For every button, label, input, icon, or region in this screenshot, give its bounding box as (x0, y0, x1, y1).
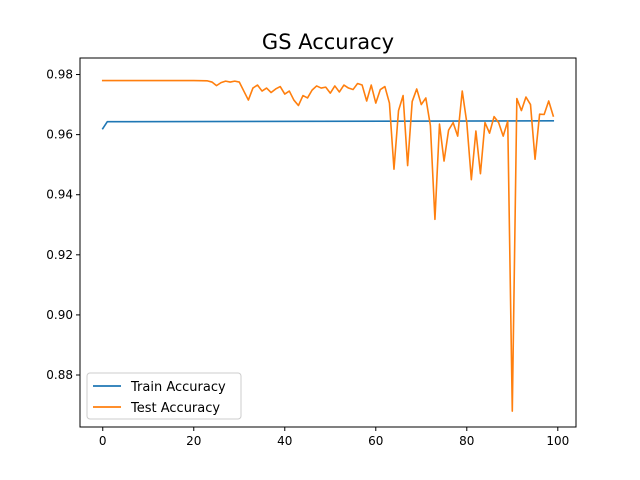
axes-frame (79, 57, 577, 428)
series-line-test-accuracy (101, 79, 555, 412)
x-tick-label: 80 (459, 434, 474, 448)
y-tick-label: 0.94 (46, 188, 73, 202)
legend-box (86, 372, 242, 420)
y-tick-label: 0.90 (46, 308, 73, 322)
legend: Train Accuracy Test Accuracy (86, 372, 242, 420)
legend-label-train-accuracy: Train Accuracy (130, 380, 226, 395)
y-tick-label: 0.96 (46, 128, 73, 142)
x-tick-label: 60 (368, 434, 383, 448)
y-tick-label: 0.92 (46, 248, 73, 262)
chart-title: GS Accuracy (262, 30, 394, 54)
y-tick-label: 0.98 (46, 68, 73, 82)
x-tick-label: 0 (99, 434, 107, 448)
x-tick-label: 100 (546, 434, 569, 448)
x-tick-label: 20 (186, 434, 201, 448)
plot-area (101, 79, 555, 412)
x-tick-label: 40 (277, 434, 292, 448)
axes: 0 20 40 60 80 100 0.88 0.90 0.92 0.94 0.96 0.98 (46, 57, 577, 448)
y-tick-label: 0.88 (46, 368, 73, 382)
legend-label-test-accuracy: Test Accuracy (130, 401, 220, 416)
